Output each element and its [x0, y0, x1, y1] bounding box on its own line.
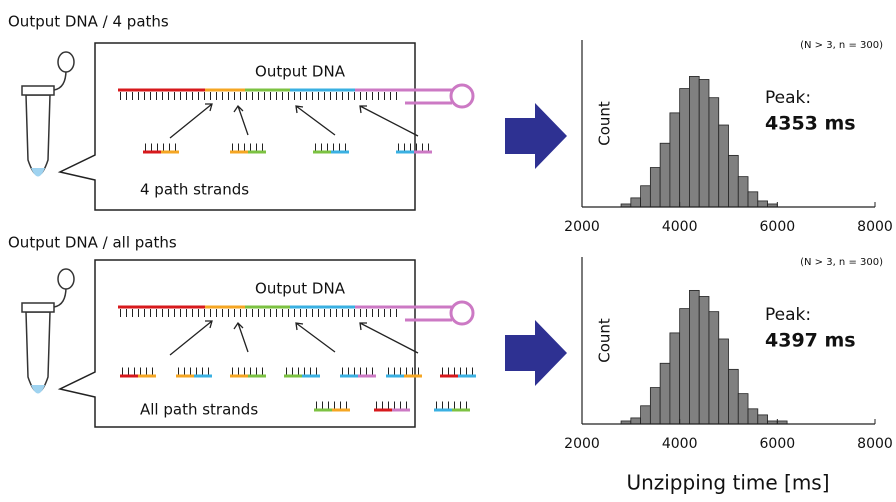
bar	[747, 408, 759, 425]
x-tick-label: 8000	[857, 436, 893, 452]
bar	[689, 289, 700, 425]
bar	[747, 191, 759, 208]
bar	[659, 142, 671, 208]
bar	[640, 405, 651, 425]
path-strands	[120, 371, 478, 412]
bar	[679, 88, 690, 208]
bar	[659, 362, 671, 425]
annotation: (N > 3, n = 300)	[800, 40, 883, 51]
x-tick-label: 2000	[564, 219, 600, 235]
bar	[669, 332, 681, 425]
bar	[630, 197, 641, 208]
bar	[630, 417, 641, 425]
y-axis-label: Count	[596, 101, 614, 146]
diagram-label: Output DNA	[255, 280, 346, 298]
x-tick-label: 4000	[662, 436, 698, 452]
flow-arrow	[505, 320, 567, 386]
annotation: (N > 3, n = 300)	[800, 257, 883, 268]
bar	[698, 296, 710, 425]
x-tick-label: 6000	[760, 436, 796, 452]
bar	[708, 311, 720, 425]
strands-label: 4 path strands	[140, 181, 249, 199]
panel-title: Output DNA / 4 paths	[8, 13, 169, 31]
flow-arrow	[505, 103, 567, 169]
panel-2: Output DNA / all paths Output DNA All pa…	[8, 234, 567, 428]
peak-title: Peak:	[765, 88, 811, 108]
peak-label: 4397 ms	[765, 330, 856, 352]
bar	[728, 368, 739, 425]
diagram-label: Output DNA	[255, 63, 346, 81]
panel-1: Output DNA / 4 paths Output DNA 4 path s…	[8, 13, 567, 211]
bar	[737, 393, 749, 425]
bar	[649, 387, 661, 425]
charts: 2000 4000 6000 8000 Count (N > 3, n = 300) Pea…	[564, 40, 893, 495]
bar	[689, 76, 700, 208]
x-tick-label: 2000	[564, 436, 600, 452]
bar	[757, 414, 768, 425]
bar	[757, 200, 768, 208]
bar	[640, 185, 651, 208]
y-axis-label: Count	[596, 318, 614, 363]
bar	[669, 112, 681, 208]
x-tick-label: 8000	[857, 219, 893, 235]
bar	[679, 308, 690, 425]
bar	[718, 338, 729, 425]
x-tick-label: 6000	[760, 219, 796, 235]
panel-title: Output DNA / all paths	[8, 234, 177, 252]
x-tick-label: 4000	[662, 219, 698, 235]
bar	[708, 97, 720, 208]
x-axis-label: Unzipping time [ms]	[626, 471, 829, 495]
bar	[698, 79, 710, 208]
path-strands	[143, 147, 434, 154]
bar	[728, 154, 739, 208]
peak-label: 4353 ms	[765, 113, 856, 135]
bar	[737, 176, 749, 208]
peak-title: Peak:	[765, 305, 811, 325]
bar	[649, 167, 661, 208]
bar	[718, 124, 729, 208]
strands-label: All path strands	[140, 401, 258, 419]
